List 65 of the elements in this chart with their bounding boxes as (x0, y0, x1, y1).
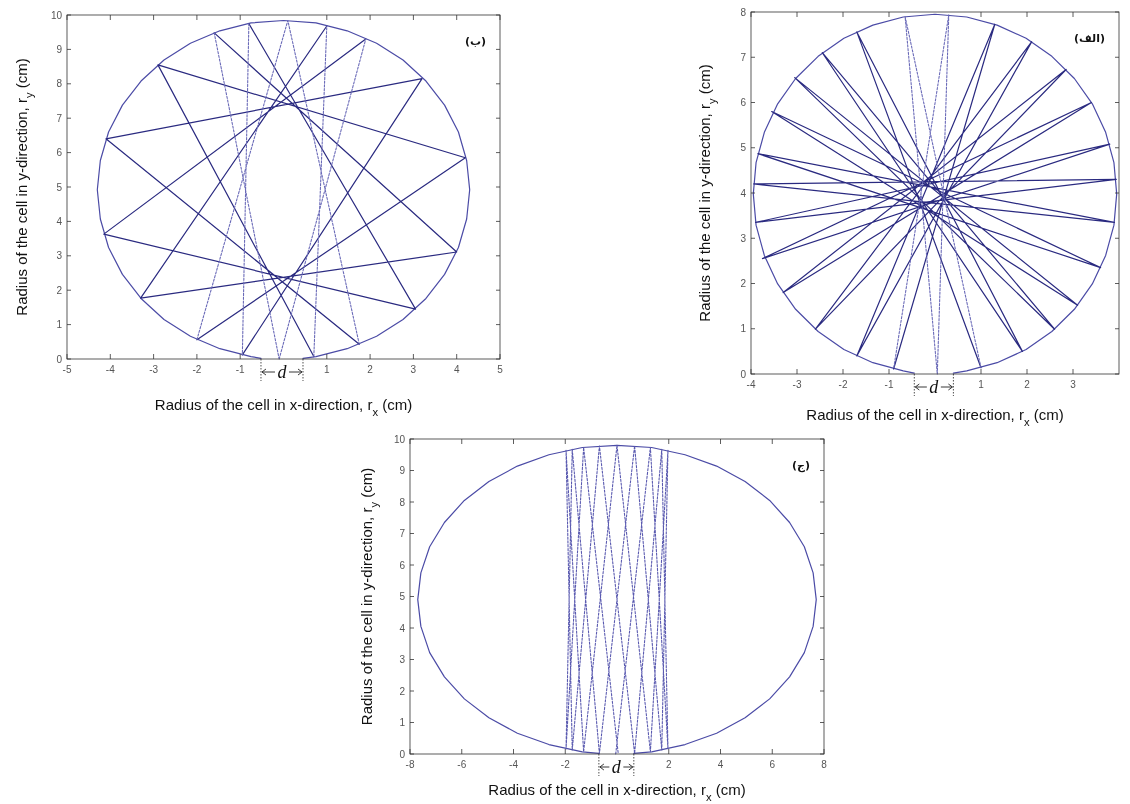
y-tick-label: 9 (399, 465, 406, 476)
y-tick-label: 3 (56, 250, 63, 262)
y-tick-label: 10 (50, 9, 63, 21)
annotation: (ب) (464, 35, 486, 48)
x-tick-label: 1 (324, 364, 331, 375)
x-axis-title: Radius of the cell in x-direction, r$_{x}$ (cm) (806, 406, 1064, 428)
y-tick-label: 5 (399, 591, 406, 602)
y-tick-label: 1 (740, 323, 747, 335)
y-tick-label: 4 (740, 187, 747, 199)
y-tick-label: 6 (56, 147, 63, 159)
annotation: (ج) (792, 459, 810, 473)
y-tick-label: 9 (56, 43, 63, 55)
y-tick-label: 8 (740, 6, 747, 18)
x-tick-label: 1 (978, 379, 985, 390)
y-tick-label: 7 (399, 528, 406, 539)
x-tick-label: 3 (1070, 379, 1077, 390)
x-tick-label: -3 (149, 364, 159, 375)
x-tick-label: -4 (746, 379, 756, 390)
y-tick-label: 5 (740, 142, 747, 154)
x-tick-label: 2 (367, 364, 374, 375)
y-tick-label: 0 (740, 368, 747, 380)
x-tick-label: -2 (192, 364, 202, 375)
y-tick-label: 3 (740, 232, 747, 244)
x-axis-title: Radius of the cell in x-direction, r$_{x}$ (cm) (488, 781, 746, 803)
x-tick-label: -4 (105, 364, 116, 375)
y-tick-label: 10 (393, 433, 406, 445)
x-tick-label: 4 (717, 759, 724, 770)
y-tick-label: 8 (56, 78, 63, 90)
x-tick-label: 2 (1024, 379, 1031, 390)
x-tick-label: -8 (405, 759, 415, 770)
x-tick-label: 3 (410, 364, 417, 375)
x-tick-label: -2 (560, 759, 571, 770)
y-tick-label: 3 (399, 654, 406, 665)
x-tick-label: 4 (453, 364, 460, 375)
y-tick-label: 1 (56, 319, 63, 331)
x-tick-label: -3 (792, 379, 802, 390)
x-tick-label: 5 (497, 364, 504, 375)
x-tick-label: 2 (665, 759, 672, 770)
y-tick-label: 2 (56, 284, 63, 296)
x-tick-label: -1 (235, 364, 246, 375)
x-axis-title: Radius of the cell in x-direction, r$_{x}$ (cm) (154, 396, 413, 418)
text: d (611, 757, 622, 777)
y-tick-label: 4 (56, 215, 63, 227)
text: d (929, 377, 940, 397)
text: d (277, 362, 288, 382)
y-tick-label: 6 (740, 97, 747, 108)
y-tick-label: 0 (56, 353, 63, 365)
y-tick-label: 0 (399, 748, 406, 760)
annotation: (الف) (1073, 32, 1105, 45)
y-tick-label: 7 (740, 51, 747, 63)
x-tick-label: -2 (838, 379, 848, 390)
x-tick-label: -1 (884, 379, 894, 390)
x-tick-label: -6 (457, 759, 467, 770)
y-tick-label: 2 (399, 685, 406, 697)
y-tick-label: 4 (399, 622, 406, 634)
y-tick-label: 7 (56, 112, 63, 124)
x-tick-label: -5 (62, 364, 72, 375)
x-tick-label: -4 (509, 759, 519, 770)
x-tick-label: 6 (769, 759, 776, 770)
y-tick-label: 1 (399, 717, 406, 728)
y-tick-label: 6 (399, 559, 406, 571)
x-tick-label: 8 (821, 759, 828, 770)
y-tick-label: 8 (399, 496, 406, 508)
y-tick-label: 2 (740, 278, 747, 289)
y-tick-label: 5 (56, 181, 63, 193)
